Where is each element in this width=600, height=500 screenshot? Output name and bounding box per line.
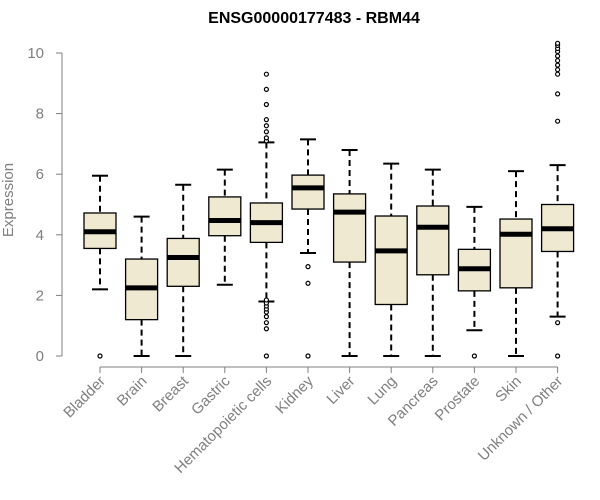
outlier-point: [263, 129, 269, 135]
box-gastric: [208, 168, 242, 286]
box-kidney: [291, 138, 325, 359]
outlier-point: [263, 314, 269, 320]
outlier-point: [263, 353, 269, 359]
box-liver: [332, 148, 367, 357]
box-hematopoietic-cells: [249, 71, 284, 359]
outlier-point: [263, 320, 269, 326]
x-tick-label: Prostate: [432, 373, 484, 425]
outlier-point: [97, 353, 103, 359]
x-tick-label: Skin: [492, 373, 525, 406]
outlier-point: [305, 353, 311, 359]
y-tick-label: 10: [27, 45, 44, 62]
outlier-point: [305, 280, 311, 286]
outlier-point: [554, 320, 561, 326]
outlier-point: [554, 91, 561, 97]
x-tick-label: Lung: [364, 373, 400, 409]
outlier-point: [554, 67, 561, 73]
box-skin: [499, 170, 533, 357]
outlier-point: [554, 57, 561, 64]
outlier-point: [263, 86, 269, 92]
box-bladder: [83, 174, 117, 359]
box-iqr: [332, 193, 367, 263]
y-axis-label: Expression: [0, 163, 17, 237]
box-iqr: [166, 237, 200, 287]
box-series: [83, 40, 575, 359]
x-tick-label: Kidney: [272, 372, 317, 417]
x-tick-label: Brain: [114, 373, 151, 410]
outlier-point: [263, 123, 269, 129]
outlier-point: [554, 118, 561, 124]
outlier-point: [554, 53, 561, 59]
y-tick-label: 0: [36, 348, 44, 365]
box-breast: [166, 183, 200, 357]
box-prostate: [457, 205, 492, 359]
outlier-point: [263, 135, 269, 141]
box-unknown-other: [540, 40, 575, 359]
outlier-point: [305, 264, 311, 270]
y-tick-label: 8: [36, 106, 44, 123]
box-iqr: [291, 174, 325, 210]
outlier-point: [554, 71, 561, 77]
outlier-point: [554, 40, 561, 46]
x-tick-label: Breast: [149, 372, 192, 415]
box-iqr: [416, 205, 450, 276]
outlier-point: [554, 62, 561, 68]
x-tick-label: Liver: [323, 373, 358, 408]
box-iqr: [374, 215, 408, 306]
box-iqr: [208, 196, 242, 237]
y-tick-label: 6: [36, 166, 44, 183]
outlier-point: [263, 297, 269, 303]
outlier-point: [554, 353, 561, 359]
outlier-point: [263, 117, 269, 123]
outlier-point: [263, 71, 269, 77]
outlier-point: [263, 101, 269, 108]
x-tick-label: Bladder: [60, 373, 109, 422]
box-pancreas: [416, 168, 450, 357]
chart-title: ENSG00000177483 - RBM44: [208, 10, 420, 27]
box-iqr: [499, 218, 533, 289]
y-axis: 0 2 4 6 8 10: [27, 45, 63, 365]
y-tick-label: 4: [36, 227, 44, 244]
box-lung: [374, 162, 408, 357]
y-tick-label: 2: [36, 287, 44, 304]
outlier-point: [263, 326, 269, 332]
box-brain: [124, 215, 159, 357]
outlier-point: [471, 353, 477, 359]
